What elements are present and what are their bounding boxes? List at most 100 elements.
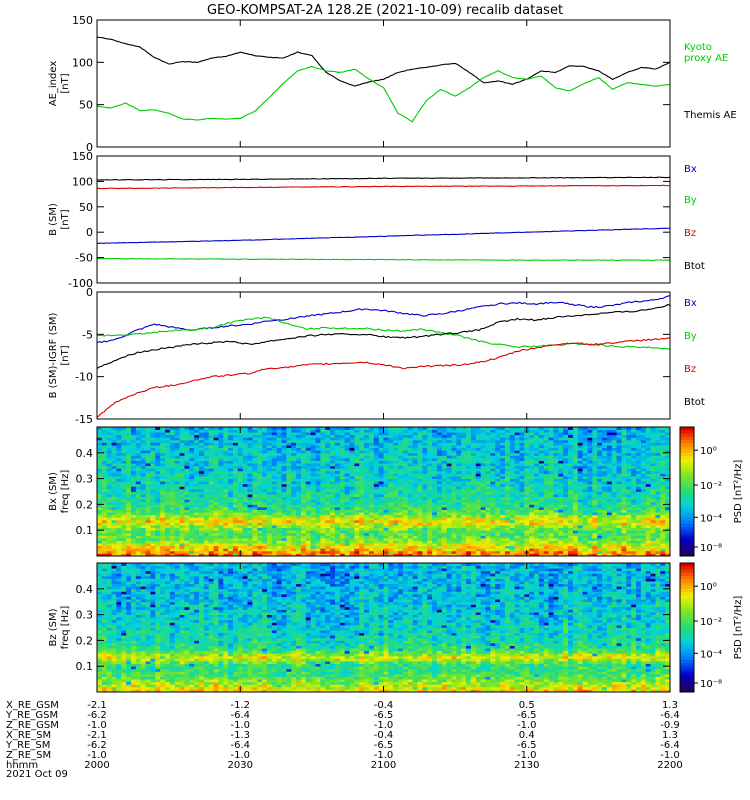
heatmap-cell	[470, 509, 477, 513]
heatmap-cell	[592, 483, 598, 487]
heatmap-cell	[160, 553, 166, 557]
heatmap-cell	[213, 506, 219, 510]
heatmap-cell	[359, 499, 365, 503]
heatmap-cell	[621, 537, 627, 541]
heatmap-cell	[300, 470, 307, 474]
heatmap-cell	[456, 481, 462, 485]
heatmap-cell	[208, 525, 214, 529]
heatmap-cell	[126, 522, 132, 526]
heatmap-cell	[388, 512, 394, 516]
heatmap-cell	[198, 553, 205, 557]
heatmap-cell	[480, 527, 486, 531]
heatmap-cell	[548, 548, 554, 552]
heatmap-cell	[237, 473, 244, 477]
heatmap-cell	[461, 501, 467, 505]
heatmap-cell	[563, 463, 569, 467]
heatmap-cell	[145, 532, 151, 536]
heatmap-cell	[213, 457, 219, 461]
heatmap-cell	[213, 447, 219, 451]
heatmap-cell	[451, 488, 457, 492]
heatmap-cell	[184, 496, 190, 500]
heatmap-cell	[247, 476, 253, 479]
heatmap-cell	[650, 455, 656, 459]
heatmap-cell	[582, 548, 588, 552]
heatmap-cell	[305, 530, 312, 534]
heatmap-cell	[441, 522, 448, 526]
heatmap-cell	[534, 499, 540, 503]
heatmap-cell	[164, 447, 171, 451]
heatmap-cell	[451, 460, 457, 464]
heatmap-cell	[325, 506, 331, 510]
heatmap-cell	[441, 468, 448, 472]
heatmap-cell	[150, 494, 156, 498]
heatmap-cell	[271, 486, 278, 490]
heatmap-cell	[485, 527, 491, 531]
heatmap-cell	[412, 548, 418, 552]
heatmap-cell	[616, 473, 622, 477]
heatmap-cell	[558, 496, 564, 500]
heatmap-cell	[417, 491, 423, 495]
heatmap-cell	[665, 486, 671, 490]
heatmap-cell	[184, 509, 190, 513]
heatmap-cell	[325, 532, 331, 536]
heatmap-cell	[286, 543, 292, 547]
heatmap-cell	[553, 476, 559, 479]
heatmap-cell	[174, 519, 180, 523]
heatmap-cell	[198, 527, 205, 531]
heatmap-cell	[257, 519, 263, 523]
heatmap-cell	[606, 527, 613, 531]
heatmap-cell	[116, 550, 122, 554]
heatmap-cell	[111, 525, 117, 529]
heatmap-cell	[422, 506, 428, 510]
heatmap-cell	[631, 525, 637, 529]
heatmap-cell	[393, 486, 399, 490]
heatmap-cell	[446, 478, 452, 482]
heatmap-cell	[500, 473, 506, 477]
heatmap-cell	[368, 473, 375, 477]
heatmap-cell	[189, 535, 195, 539]
heatmap-cell	[213, 481, 219, 485]
heatmap-cell	[203, 540, 210, 544]
heatmap-cell	[636, 550, 642, 554]
heatmap-cell	[495, 488, 501, 492]
heatmap-cell	[223, 512, 229, 516]
heatmap-cell	[417, 545, 423, 549]
heatmap-cell	[111, 473, 117, 477]
heatmap-cell	[368, 525, 375, 529]
heatmap-cell	[242, 512, 248, 516]
heatmap-cell	[218, 452, 224, 456]
heatmap-cell	[97, 473, 103, 477]
heatmap-cell	[305, 473, 312, 477]
heatmap-cell	[606, 473, 613, 477]
heatmap-cell	[378, 532, 384, 536]
heatmap-cell	[330, 543, 336, 547]
heatmap-cell	[184, 452, 190, 456]
heatmap-cell	[320, 537, 326, 541]
heatmap-cell	[616, 514, 622, 518]
heatmap-cell	[602, 519, 608, 523]
heatmap-cell	[208, 553, 214, 557]
heatmap-cell	[645, 496, 651, 500]
heatmap-cell	[640, 553, 647, 557]
heatmap-cell	[373, 494, 380, 498]
heatmap-cell	[529, 491, 535, 495]
heatmap-cell	[101, 496, 108, 500]
heatmap-cell	[242, 543, 248, 547]
heatmap-cell	[514, 509, 520, 513]
heatmap-cell	[456, 491, 462, 495]
heatmap-cell	[106, 553, 112, 557]
heatmap-cell	[359, 543, 365, 547]
heatmap-cell	[626, 481, 632, 485]
heatmap-cell	[640, 522, 647, 526]
heatmap-cell	[485, 553, 491, 557]
heatmap-cell	[174, 470, 180, 474]
heatmap-cell	[427, 512, 433, 516]
heatmap-cell	[398, 545, 404, 549]
heatmap-cell	[286, 488, 292, 492]
heatmap-cell	[577, 504, 583, 508]
heatmap-cell	[247, 491, 253, 495]
heatmap-cell	[558, 478, 564, 482]
heatmap-cell	[232, 455, 239, 459]
heatmap-cell	[203, 545, 210, 549]
heatmap-cell	[407, 455, 414, 459]
